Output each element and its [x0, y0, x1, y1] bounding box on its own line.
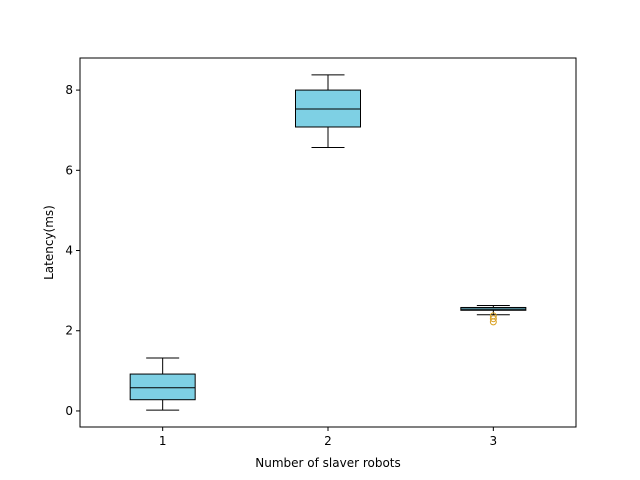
x-axis: 1 2 3: [159, 427, 497, 448]
y-axis-label: Latency(ms): [42, 205, 56, 280]
y-tick-label: 4: [65, 244, 73, 258]
plot-marks: [129, 74, 527, 411]
box: [129, 373, 196, 401]
box-group-3: [460, 304, 527, 326]
y-tick-label: 6: [65, 163, 73, 177]
x-tick-label: 2: [324, 434, 332, 448]
outlier-point: [489, 315, 497, 323]
x-tick-label: 1: [159, 434, 167, 448]
box-group-2: [295, 74, 361, 148]
outlier-point: [489, 312, 497, 320]
x-tick-label: 3: [490, 434, 498, 448]
box-group-1: [129, 357, 196, 411]
y-tick-label: 2: [65, 324, 73, 338]
x-axis-label: Number of slaver robots: [255, 456, 401, 470]
y-tick-label: 0: [65, 404, 73, 418]
y-tick-label: 8: [65, 83, 73, 97]
y-axis: 0 2 4 6 8: [65, 83, 80, 418]
